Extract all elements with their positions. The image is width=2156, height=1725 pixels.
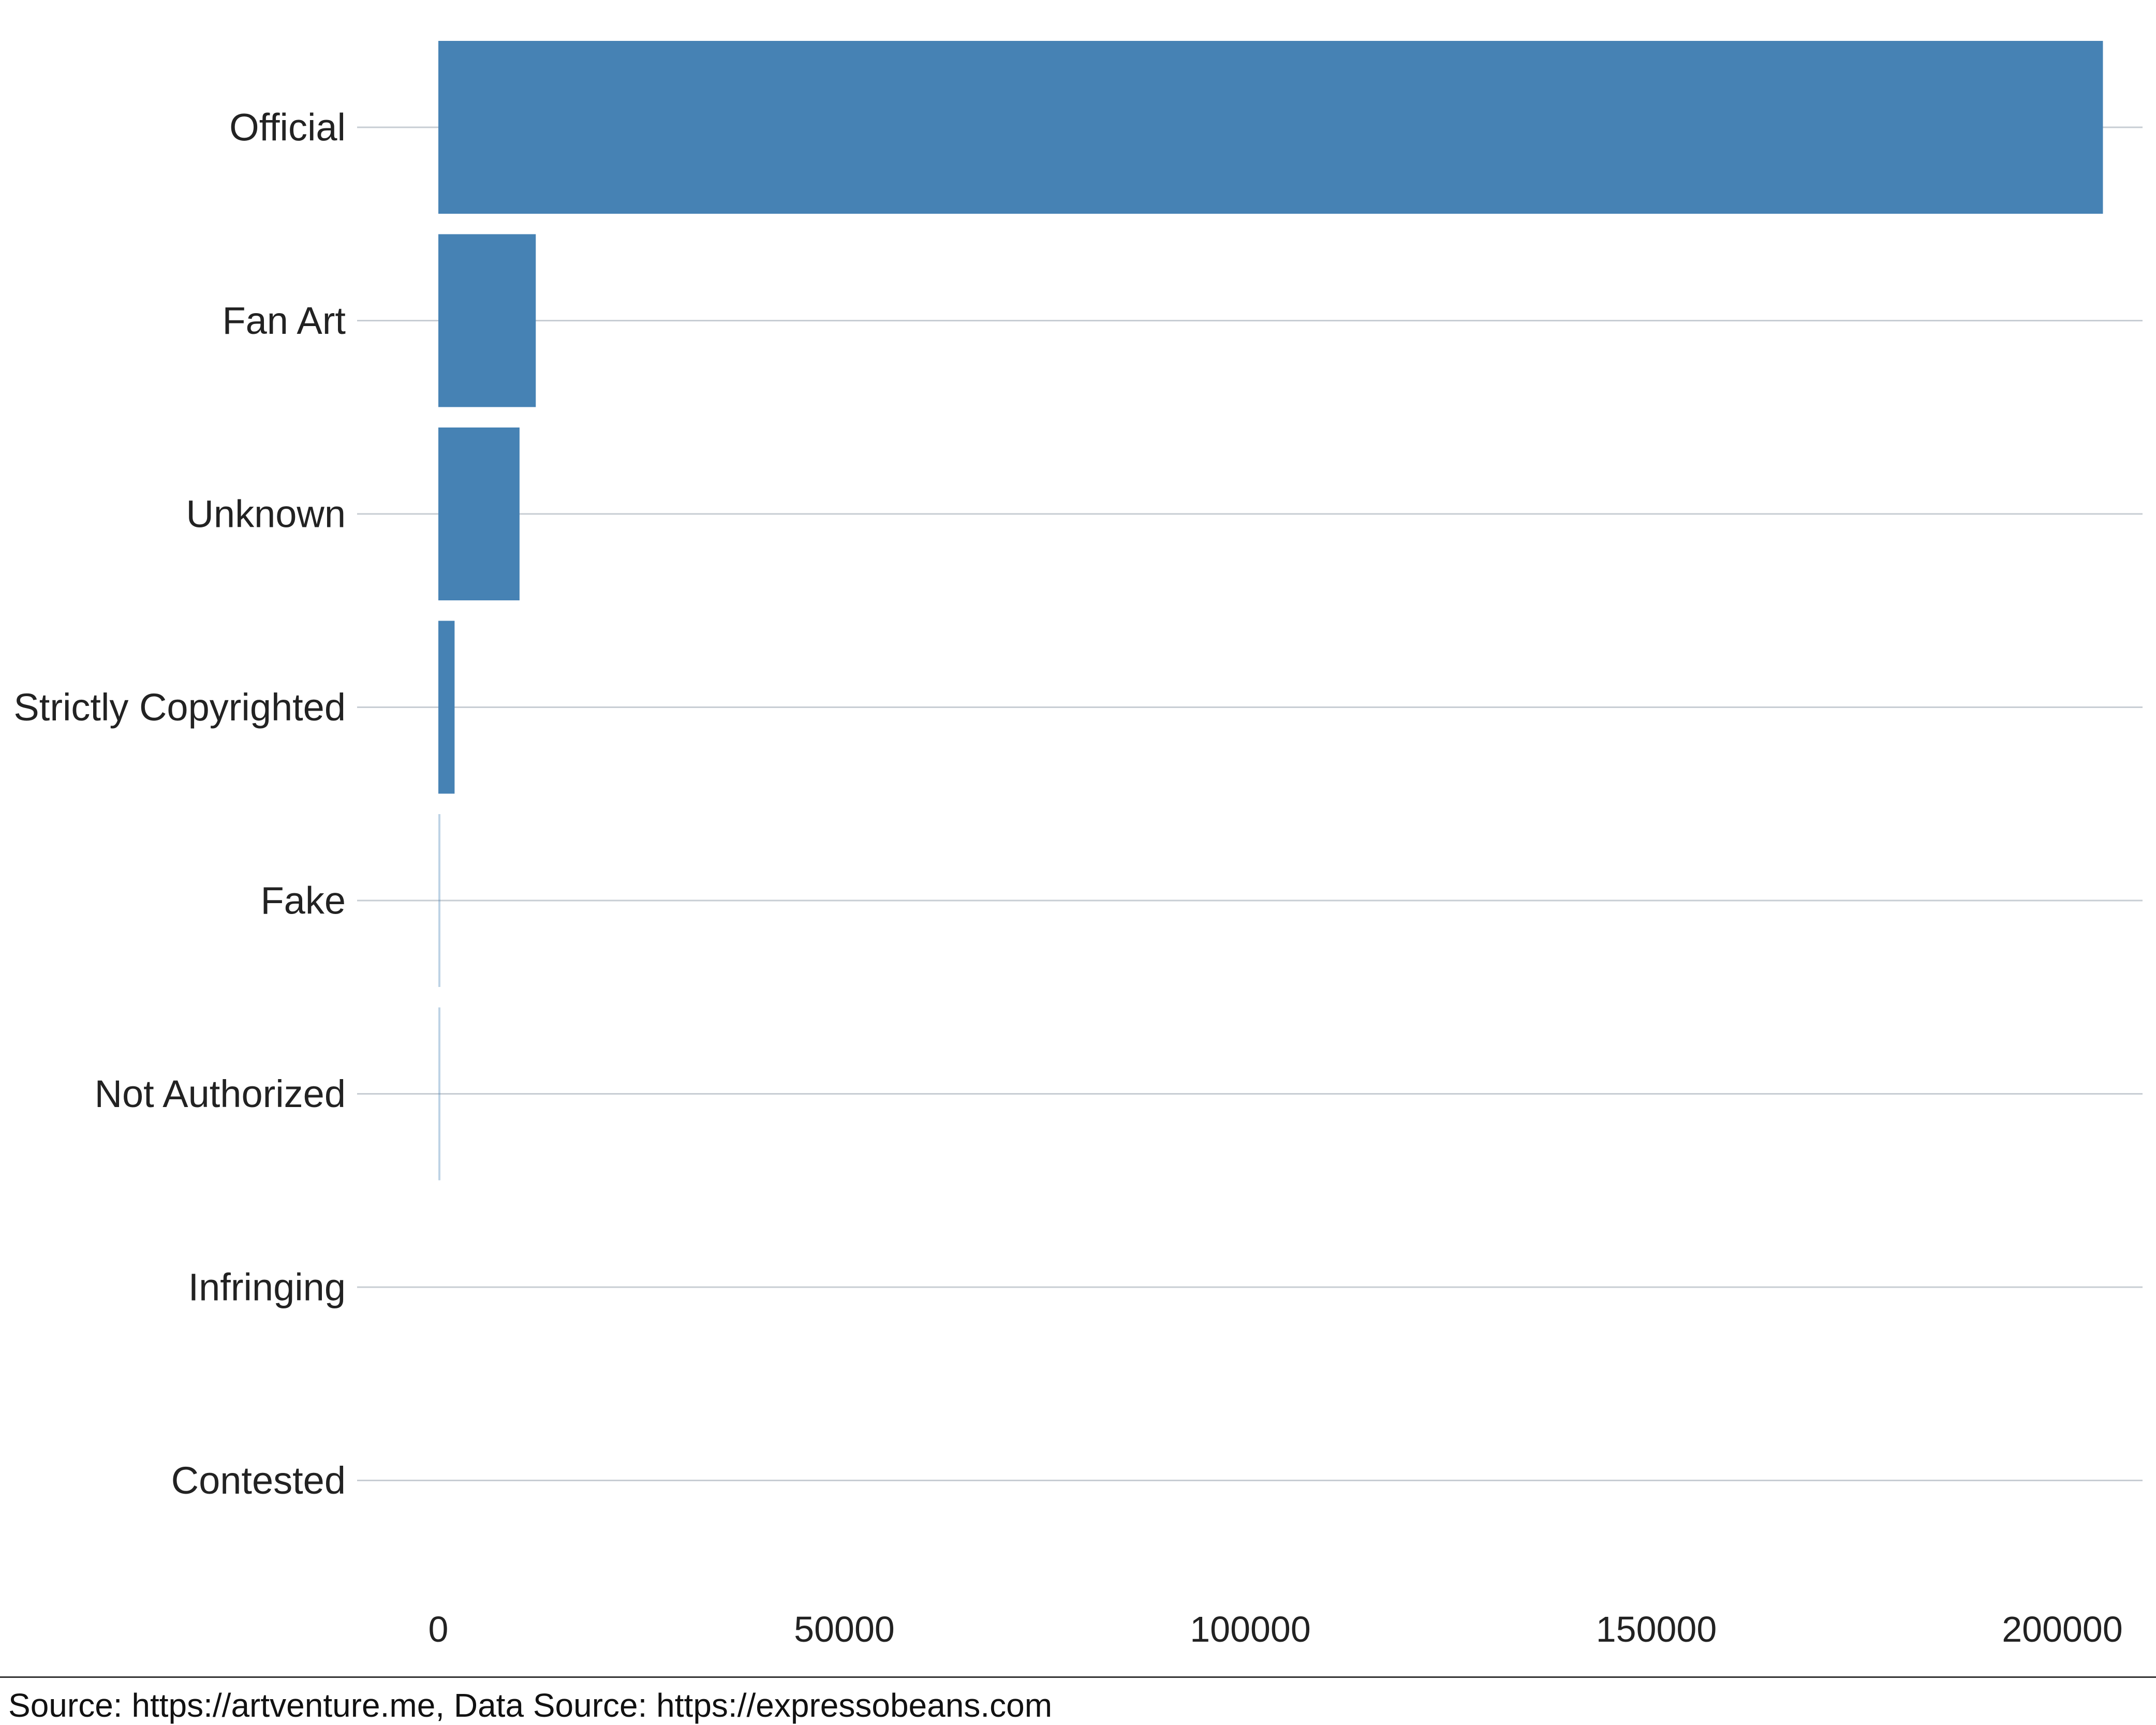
bar-not-authorized bbox=[438, 1007, 440, 1181]
x-tick-labels: 0 50000 100000 150000 200000 bbox=[429, 1609, 2123, 1649]
category-label-infringing: Infringing bbox=[188, 1266, 346, 1309]
caption-divider bbox=[0, 1676, 2156, 1678]
category-labels: Official Fan Art Unknown Strictly Copyright… bbox=[13, 106, 346, 1502]
bars bbox=[438, 41, 2103, 1181]
category-label-fan-art: Fan Art bbox=[222, 299, 346, 342]
grid-lines bbox=[357, 126, 2143, 1481]
bar-official bbox=[438, 41, 2103, 214]
category-label-strictly-copyrighted: Strictly Copyrighted bbox=[13, 686, 346, 729]
bar-unknown bbox=[438, 427, 520, 600]
bar-fake bbox=[438, 814, 440, 987]
category-label-fake: Fake bbox=[260, 879, 346, 922]
category-label-contested: Contested bbox=[171, 1459, 346, 1502]
source-caption: Source: https://artventure.me, Data Sour… bbox=[8, 1687, 1052, 1724]
x-tick-label-50000: 50000 bbox=[794, 1609, 895, 1649]
category-label-unknown: Unknown bbox=[186, 493, 346, 536]
x-tick-label-200000: 200000 bbox=[2002, 1609, 2123, 1649]
category-label-not-authorized: Not Authorized bbox=[95, 1072, 346, 1115]
bar-strictly-copyrighted bbox=[438, 621, 455, 794]
category-label-official: Official bbox=[229, 106, 346, 149]
x-tick-label-0: 0 bbox=[429, 1609, 449, 1649]
x-tick-label-150000: 150000 bbox=[1596, 1609, 1717, 1649]
bar-fan-art bbox=[438, 234, 536, 407]
x-tick-label-100000: 100000 bbox=[1190, 1609, 1311, 1649]
